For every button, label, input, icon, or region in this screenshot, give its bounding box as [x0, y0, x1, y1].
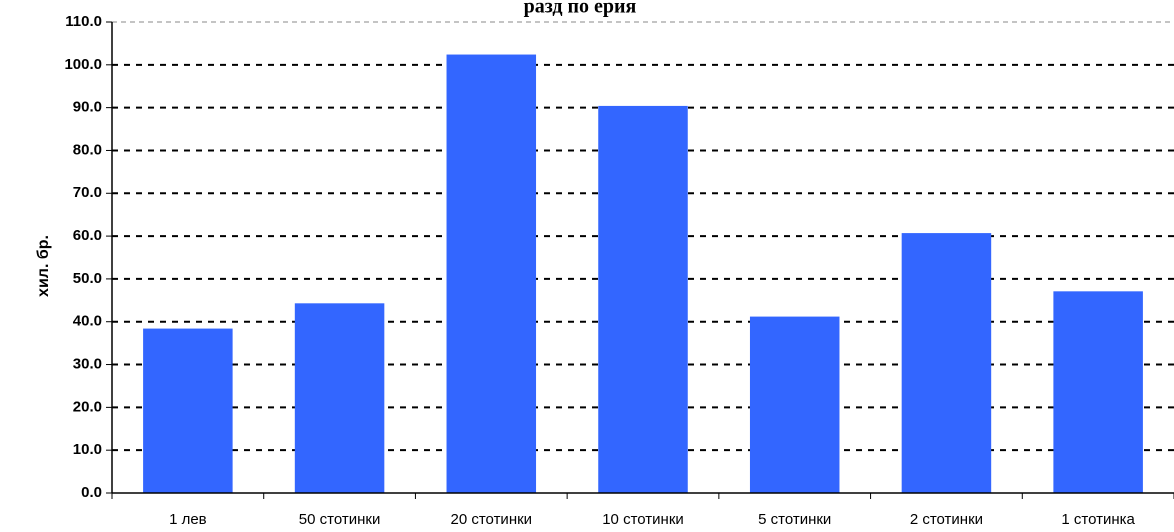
- bar: [143, 328, 233, 493]
- y-tick-label: 110.0: [65, 13, 102, 30]
- chart-title: разд по ерия: [524, 0, 637, 18]
- y-axis-title: хил. бр.: [35, 235, 52, 297]
- y-tick-label: 40.0: [73, 313, 102, 330]
- x-tick-label: 5 стотинки: [758, 511, 831, 528]
- y-tick-label: 30.0: [73, 356, 102, 373]
- x-tick-label: 20 стотинки: [451, 511, 533, 528]
- y-tick-label: 90.0: [73, 99, 102, 116]
- bar: [749, 316, 840, 493]
- bar: [446, 54, 537, 494]
- x-tick-label: 50 стотинки: [299, 511, 381, 528]
- bar: [598, 105, 688, 493]
- bar: [294, 303, 385, 493]
- y-tick-label: 60.0: [73, 227, 102, 244]
- x-tick-label: 1 стотинка: [1061, 511, 1135, 528]
- x-tick-label: 10 стотинки: [602, 511, 684, 528]
- bar: [901, 233, 992, 494]
- y-tick-label: 50.0: [73, 270, 102, 287]
- x-tick-labels: 1 лев 50 стотинки 20 стотинки 10 стотинки 5 …: [169, 511, 1135, 528]
- x-tick-label: 2 стотинки: [910, 511, 983, 528]
- axes: [106, 21, 1174, 499]
- bar: [1053, 291, 1143, 493]
- bars: [143, 54, 1143, 494]
- y-tick-label: 20.0: [73, 398, 102, 415]
- y-tick-label: 70.0: [73, 184, 102, 201]
- y-tick-label: 0.0: [81, 484, 102, 501]
- y-tick-labels: 0.0 10.0 20.0 30.0 40.0 50.0 60.0 70.0 80.0 90.0 1…: [64, 13, 102, 501]
- y-tick-label: 100.0: [64, 56, 102, 73]
- y-tick-label: 10.0: [73, 441, 102, 458]
- x-tick-label: 1 лев: [169, 511, 207, 528]
- y-tick-label: 80.0: [73, 141, 102, 158]
